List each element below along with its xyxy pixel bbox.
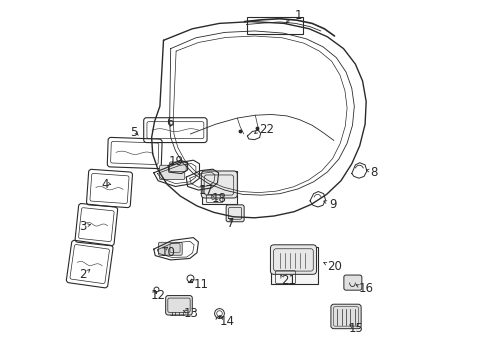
FancyBboxPatch shape — [225, 205, 244, 222]
FancyBboxPatch shape — [343, 275, 361, 290]
FancyBboxPatch shape — [169, 162, 186, 171]
Text: 22: 22 — [258, 123, 273, 136]
FancyBboxPatch shape — [330, 304, 361, 329]
FancyBboxPatch shape — [270, 245, 316, 274]
FancyBboxPatch shape — [201, 171, 237, 198]
FancyBboxPatch shape — [165, 296, 192, 315]
Text: 7: 7 — [227, 217, 234, 230]
Text: 13: 13 — [183, 307, 199, 320]
FancyBboxPatch shape — [158, 242, 182, 255]
Text: 12: 12 — [150, 289, 165, 302]
Text: 6: 6 — [166, 116, 173, 129]
Text: 21: 21 — [281, 274, 296, 287]
Bar — [271, 247, 317, 284]
Bar — [247, 17, 303, 34]
Text: 19: 19 — [168, 155, 183, 168]
Text: 9: 9 — [328, 198, 336, 211]
Text: 2: 2 — [80, 268, 87, 281]
Text: 18: 18 — [211, 192, 226, 205]
Text: 5: 5 — [130, 126, 137, 139]
Text: 8: 8 — [370, 166, 377, 179]
FancyBboxPatch shape — [159, 165, 184, 180]
Text: 10: 10 — [161, 246, 176, 259]
Text: 11: 11 — [194, 278, 209, 291]
Text: 15: 15 — [348, 322, 363, 335]
Text: 3: 3 — [80, 220, 87, 233]
Text: 16: 16 — [358, 282, 373, 295]
Text: 20: 20 — [326, 260, 342, 273]
Bar — [202, 171, 237, 204]
Text: 17: 17 — [198, 184, 213, 197]
Text: 4: 4 — [101, 178, 108, 191]
Text: 14: 14 — [220, 315, 235, 328]
Text: 1: 1 — [294, 9, 301, 22]
